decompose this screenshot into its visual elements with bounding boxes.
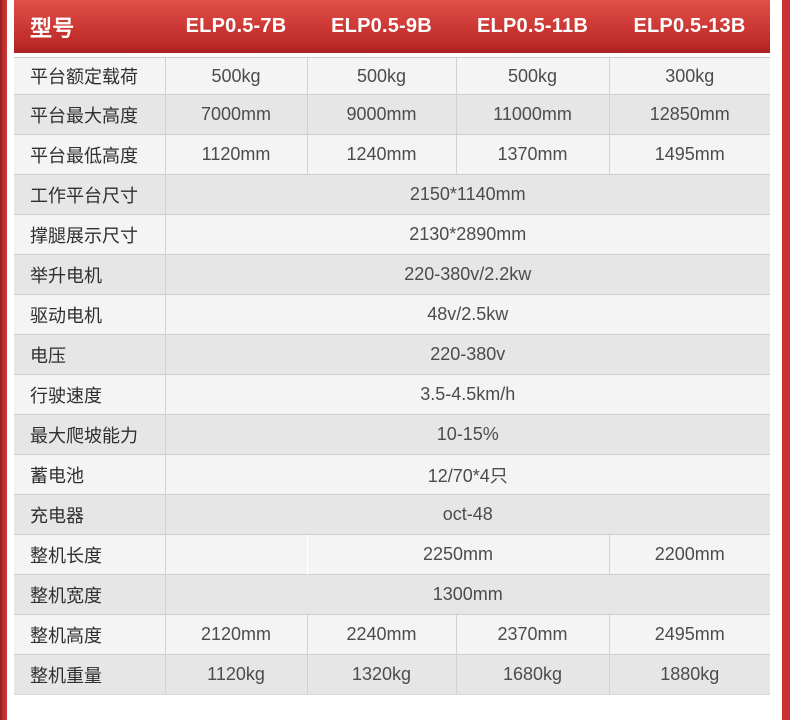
row-value: 2200mm [608, 534, 770, 575]
spec-table: 型号 ELP0.5-7B ELP0.5-9B ELP0.5-11B ELP0.5… [14, 0, 770, 695]
row-label: 整机宽度 [14, 574, 165, 615]
table-row: 整机高度 2120mm 2240mm 2370mm 2495mm [14, 614, 770, 655]
right-red-border [782, 0, 790, 720]
row-label: 整机长度 [14, 534, 165, 575]
row-value: 1240mm [306, 134, 456, 175]
table-row: 充电器 oct-48 [14, 494, 770, 535]
row-value: 1120kg [164, 654, 307, 695]
row-value: 9000mm [306, 94, 456, 135]
row-value: 10-15% [164, 414, 770, 455]
row-label: 整机重量 [14, 654, 165, 695]
row-value: 2370mm [455, 614, 609, 655]
table-row: 整机长度 2250mm 2200mm [14, 534, 770, 575]
row-value: 2250mm [307, 534, 609, 575]
model-header-elp9b: ELP0.5-9B [331, 15, 432, 37]
row-value: 11000mm [455, 94, 609, 135]
row-value [164, 534, 307, 575]
row-label: 最大爬坡能力 [14, 414, 165, 455]
table-row: 举升电机 220-380v/2.2kw [14, 254, 770, 295]
row-label: 电压 [14, 334, 165, 375]
row-label: 蓄电池 [14, 454, 165, 495]
row-label: 充电器 [14, 494, 165, 535]
row-value: 1300mm [164, 574, 770, 615]
row-value: 1680kg [455, 654, 609, 695]
row-value: oct-48 [164, 494, 770, 535]
row-value: 1370mm [455, 134, 609, 175]
row-value: 2130*2890mm [164, 214, 770, 255]
model-header-elp11b: ELP0.5-11B [477, 15, 588, 37]
table-row: 整机宽度 1300mm [14, 574, 770, 615]
spec-table-body: 平台额定载荷 500kg 500kg 500kg 300kg 平台最大高度 7000mm 90… [14, 57, 770, 695]
table-row: 平台最大高度 7000mm 9000mm 11000mm 12850mm [14, 94, 770, 135]
table-row: 平台额定载荷 500kg 500kg 500kg 300kg [14, 57, 770, 95]
table-row: 整机重量 1120kg 1320kg 1680kg 1880kg [14, 654, 770, 695]
table-row: 工作平台尺寸 2150*1140mm [14, 174, 770, 215]
row-value: 2120mm [164, 614, 307, 655]
row-value: 7000mm [164, 94, 307, 135]
row-value: 2495mm [608, 614, 770, 655]
row-label: 举升电机 [14, 254, 165, 295]
row-label: 整机高度 [14, 614, 165, 655]
model-header-elp7b: ELP0.5-7B [185, 15, 287, 37]
row-value: 12850mm [608, 94, 770, 135]
table-row: 驱动电机 48v/2.5kw [14, 294, 770, 335]
model-column-title: 型号 [30, 15, 75, 41]
row-value: 1320kg [306, 654, 456, 695]
row-label: 平台最低高度 [14, 134, 165, 175]
model-header-elp13b: ELP0.5-13B [633, 15, 746, 37]
table-row: 平台最低高度 1120mm 1240mm 1370mm 1495mm [14, 134, 770, 175]
table-row: 蓄电池 12/70*4只 [14, 454, 770, 495]
row-label: 平台最大高度 [14, 94, 165, 135]
row-value: 1120mm [164, 134, 307, 175]
row-value: 300kg [608, 57, 770, 95]
row-value: 12/70*4只 [164, 454, 770, 495]
row-label: 工作平台尺寸 [14, 174, 165, 215]
table-row: 行驶速度 3.5-4.5km/h [14, 374, 770, 415]
row-value: 500kg [306, 57, 456, 95]
row-value: 1880kg [608, 654, 770, 695]
row-value: 2240mm [306, 614, 456, 655]
table-row: 最大爬坡能力 10-15% [14, 414, 770, 455]
spec-table-header: 型号 ELP0.5-7B ELP0.5-9B ELP0.5-11B ELP0.5… [14, 0, 770, 53]
row-value: 48v/2.5kw [164, 294, 770, 335]
row-label: 撑腿展示尺寸 [14, 214, 165, 255]
row-label: 行驶速度 [14, 374, 165, 415]
row-value: 220-380v/2.2kw [164, 254, 770, 295]
table-row: 撑腿展示尺寸 2130*2890mm [14, 214, 770, 255]
row-label: 平台额定载荷 [14, 57, 165, 95]
row-value: 220-380v [164, 334, 770, 375]
left-red-border [0, 0, 7, 720]
row-label: 驱动电机 [14, 294, 165, 335]
row-value: 3.5-4.5km/h [164, 374, 770, 415]
row-value: 500kg [455, 57, 609, 95]
table-row: 电压 220-380v [14, 334, 770, 375]
row-value: 500kg [164, 57, 307, 95]
row-value: 1495mm [608, 134, 770, 175]
row-value: 2150*1140mm [164, 174, 770, 215]
